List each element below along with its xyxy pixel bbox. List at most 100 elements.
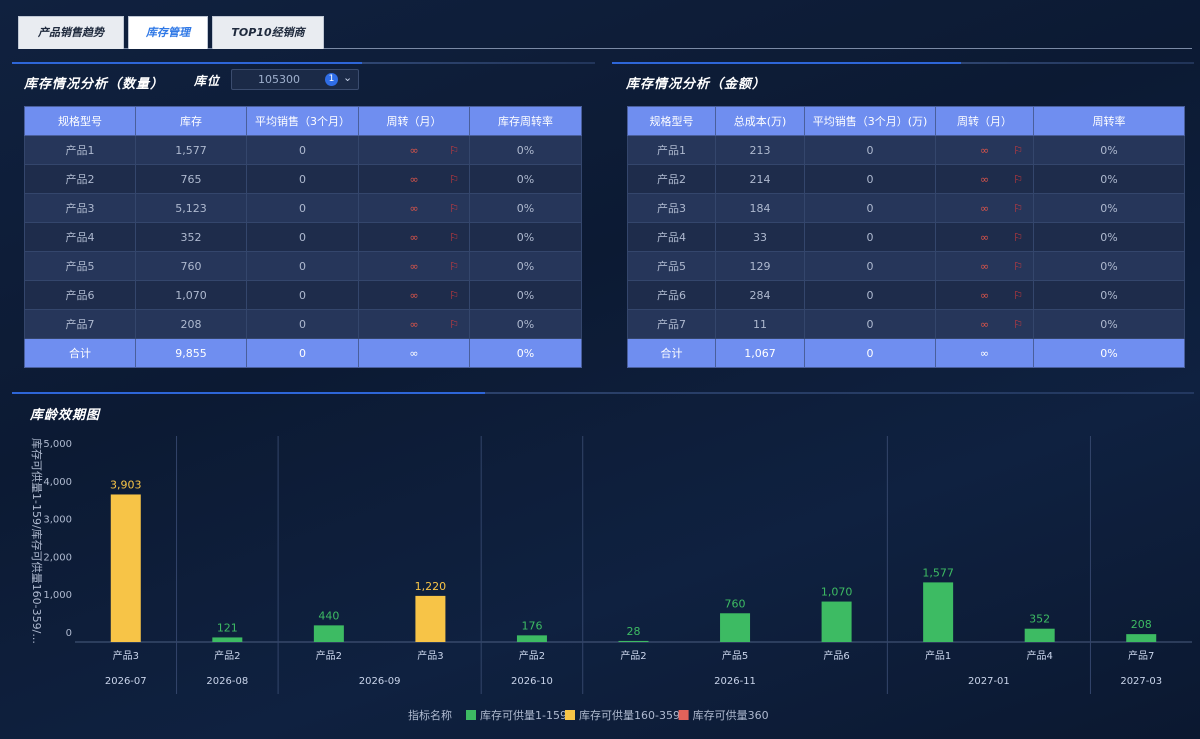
bar[interactable] bbox=[821, 601, 852, 642]
table-cell: 0% bbox=[1033, 309, 1185, 339]
table-row: 产品7 11 0 ∞ ⚐ 0% bbox=[627, 309, 1185, 339]
table-cell: ∞ ⚐ bbox=[358, 309, 470, 339]
turnover-value: ∞ bbox=[409, 230, 419, 244]
flag-icon: ⚐ bbox=[449, 201, 459, 215]
legend-label[interactable]: 库存可供量160-359 bbox=[579, 708, 680, 722]
turnover-value: ∞ bbox=[979, 317, 990, 331]
column-header[interactable]: 周转率 bbox=[1033, 106, 1185, 136]
turnover-value: ∞ bbox=[409, 259, 419, 273]
table-cell: 产品3 bbox=[24, 193, 136, 223]
turnover-value: ∞ bbox=[409, 172, 419, 186]
table-cell: 0% bbox=[469, 280, 582, 310]
tab-top10-dealers[interactable]: TOP10经销商 bbox=[212, 16, 324, 49]
bar[interactable] bbox=[313, 625, 344, 642]
table-row: 产品5 760 0 ∞ ⚐ 0% bbox=[24, 251, 582, 281]
total-cell: ∞ bbox=[935, 338, 1034, 368]
column-header[interactable]: 规格型号 bbox=[24, 106, 136, 136]
table-cell: 208 bbox=[135, 309, 247, 339]
table-row: 产品7 208 0 ∞ ⚐ 0% bbox=[24, 309, 582, 339]
table-cell: 产品4 bbox=[627, 222, 716, 252]
table-cell: 0% bbox=[1033, 222, 1185, 252]
column-header[interactable]: 库存周转率 bbox=[469, 106, 582, 136]
table-cell: 0 bbox=[804, 251, 936, 281]
y-tick-label: 2,000 bbox=[43, 552, 72, 563]
table-cell: 0% bbox=[469, 251, 582, 281]
turnover-value: ∞ bbox=[979, 143, 990, 157]
turnover-value: ∞ bbox=[409, 317, 419, 331]
bar[interactable] bbox=[720, 613, 751, 642]
column-header[interactable]: 平均销售（3个月） bbox=[246, 106, 359, 136]
table-cell: 0 bbox=[246, 193, 359, 223]
legend-swatch[interactable] bbox=[565, 710, 575, 720]
bar-value-label: 440 bbox=[318, 609, 339, 622]
bar[interactable] bbox=[516, 635, 547, 642]
total-cell: ∞ bbox=[358, 338, 470, 368]
tab-sales-trend[interactable]: 产品销售趋势 bbox=[18, 16, 124, 49]
legend-label[interactable]: 库存可供量360 bbox=[693, 708, 769, 722]
column-header[interactable]: 周转（月） bbox=[358, 106, 470, 136]
table-cell: 765 bbox=[135, 164, 247, 194]
legend-title: 指标名称 bbox=[408, 708, 452, 722]
table-row: 产品3 5,123 0 ∞ ⚐ 0% bbox=[24, 193, 582, 223]
table-cell: 产品2 bbox=[627, 164, 716, 194]
flag-icon: ⚐ bbox=[1013, 259, 1023, 273]
flag-icon: ⚐ bbox=[449, 259, 459, 273]
x-tick-label: 产品2 bbox=[620, 649, 646, 662]
table-row: 产品2 765 0 ∞ ⚐ 0% bbox=[24, 164, 582, 194]
table-cell: 0% bbox=[1033, 280, 1185, 310]
bar[interactable] bbox=[618, 640, 649, 642]
table-row: 产品1 213 0 ∞ ⚐ 0% bbox=[627, 135, 1185, 165]
table-cell: ∞ ⚐ bbox=[935, 280, 1034, 310]
table-cell: 0 bbox=[246, 135, 359, 165]
table-cell: ∞ ⚐ bbox=[358, 251, 470, 281]
table-cell: 0% bbox=[1033, 135, 1185, 165]
table-cell: 产品5 bbox=[24, 251, 136, 281]
table-row: 产品4 352 0 ∞ ⚐ 0% bbox=[24, 222, 582, 252]
column-header[interactable]: 总成本(万) bbox=[715, 106, 805, 136]
bar[interactable] bbox=[110, 494, 141, 642]
tab-inventory[interactable]: 库存管理 bbox=[128, 16, 208, 49]
chart-divider bbox=[12, 392, 1194, 394]
column-header[interactable]: 平均销售（3个月）(万) bbox=[804, 106, 936, 136]
bar[interactable] bbox=[1024, 628, 1055, 642]
bar[interactable] bbox=[1126, 634, 1157, 642]
amt-panel-title: 库存情况分析（金额） bbox=[626, 77, 767, 92]
chevron-down-icon[interactable]: ⌄ bbox=[343, 71, 353, 84]
legend-swatch[interactable] bbox=[678, 710, 689, 720]
column-header[interactable]: 库存 bbox=[135, 106, 247, 136]
month-label: 2026-07 bbox=[105, 676, 147, 687]
bar-value-label: 176 bbox=[521, 619, 542, 632]
table-cell: ∞ ⚐ bbox=[358, 193, 470, 223]
turnover-value: ∞ bbox=[409, 143, 419, 157]
x-tick-label: 产品7 bbox=[1128, 649, 1154, 662]
bar[interactable] bbox=[415, 595, 446, 642]
total-cell: 0% bbox=[469, 338, 582, 368]
table-cell: ∞ ⚐ bbox=[358, 164, 470, 194]
bar[interactable] bbox=[212, 637, 243, 642]
legend-swatch[interactable] bbox=[466, 710, 476, 720]
column-header[interactable]: 规格型号 bbox=[627, 106, 716, 136]
table-cell: 产品3 bbox=[627, 193, 716, 223]
column-header[interactable]: 周转（月） bbox=[935, 106, 1034, 136]
legend-label[interactable]: 库存可供量1-159 bbox=[480, 708, 567, 722]
selected-count-badge: 1 bbox=[325, 73, 338, 86]
table-cell: 1,070 bbox=[135, 280, 247, 310]
table-cell: 0% bbox=[1033, 164, 1185, 194]
table-cell: ∞ ⚐ bbox=[358, 222, 470, 252]
x-tick-label: 产品1 bbox=[925, 649, 951, 662]
total-cell: 合计 bbox=[24, 338, 136, 368]
month-label: 2026-10 bbox=[511, 676, 553, 687]
table-cell: 产品5 bbox=[627, 251, 716, 281]
flag-icon: ⚐ bbox=[449, 172, 459, 186]
bar-value-label: 28 bbox=[627, 625, 641, 638]
total-cell: 0% bbox=[1033, 338, 1185, 368]
panel-divider-amt bbox=[612, 62, 1194, 64]
table-cell: 0% bbox=[469, 135, 582, 165]
bar[interactable] bbox=[923, 582, 954, 642]
total-cell: 1,067 bbox=[715, 338, 805, 368]
y-tick-label: 1,000 bbox=[43, 590, 72, 601]
x-tick-label: 产品2 bbox=[214, 649, 240, 662]
location-select[interactable]: 105300 1 ⌄ bbox=[231, 69, 359, 90]
qty-table: 规格型号 库存 平均销售（3个月） 周转（月） 库存周转率 产品1 1,577 0 ∞ ⚐ 0% 产… bbox=[24, 106, 582, 368]
table-cell: 0 bbox=[246, 280, 359, 310]
